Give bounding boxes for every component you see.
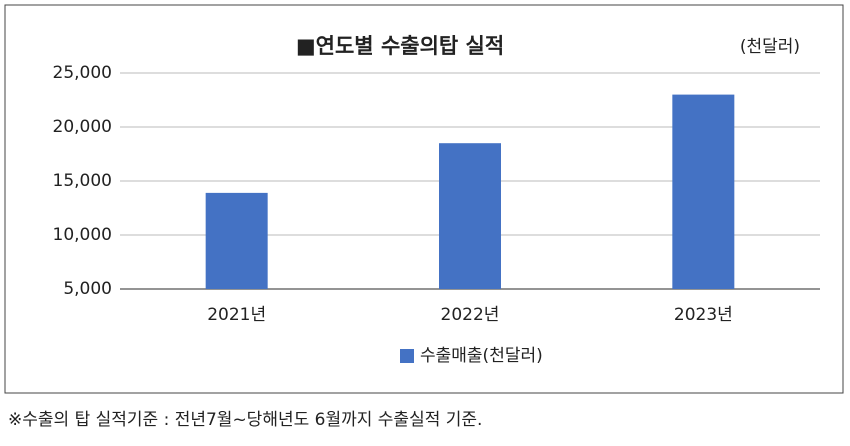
- unit-label: (천달러): [740, 37, 800, 57]
- y-tick-label: 20,000: [53, 117, 112, 137]
- chart-frame: [4, 4, 844, 394]
- y-tick-label: 25,000: [53, 63, 112, 83]
- y-tick-label: 5,000: [63, 279, 112, 299]
- legend-label: 수출매출(천달러): [420, 346, 543, 366]
- footnote: ※수출의 탑 실적기준 : 전년7월~당해년도 6월까지 수출실적 기준.: [8, 410, 482, 430]
- legend-swatch: [400, 349, 414, 363]
- chart-title: ■연도별 수출의탑 실적: [296, 34, 504, 58]
- bar: [672, 94, 735, 289]
- bar: [439, 143, 501, 289]
- bar: [205, 192, 268, 289]
- y-tick-label: 10,000: [53, 225, 112, 245]
- x-tick-label: 2021년: [207, 305, 266, 325]
- x-tick-label: 2023년: [674, 305, 733, 325]
- y-tick-label: 15,000: [53, 171, 112, 191]
- x-tick-label: 2022년: [441, 305, 500, 325]
